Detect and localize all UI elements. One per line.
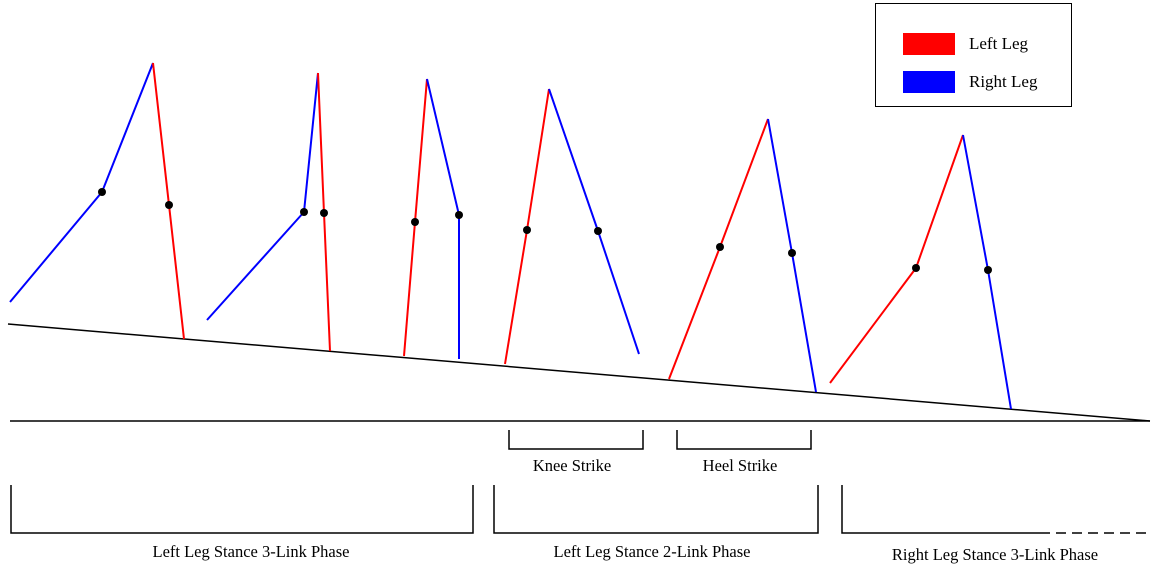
heel-strike-label: Heel Strike [702, 456, 778, 475]
knee-joint [788, 249, 796, 257]
knee-joint [594, 227, 602, 235]
walker-pose-1 [9, 62, 185, 340]
legend: Left Leg Right Leg [875, 3, 1072, 107]
left-leg [403, 78, 428, 357]
walker-pose-2 [206, 72, 331, 352]
right-leg-label: Right Leg [969, 72, 1038, 91]
knee-joint [320, 209, 328, 217]
left-3link-phase-label: Left Leg Stance 3-Link Phase [152, 542, 350, 561]
slope-ground-line [7, 323, 1151, 422]
left-leg [152, 62, 185, 340]
walker-pose-6 [829, 134, 1012, 410]
heel-strike-bracket [676, 430, 812, 450]
walker-pose-3 [403, 78, 463, 359]
knee-strike-label: Knee Strike [532, 456, 612, 475]
knee-joint [984, 266, 992, 274]
left-leg-swatch [903, 33, 955, 55]
right-leg [548, 88, 640, 355]
legend-item-right-leg: Right Leg [903, 70, 1037, 94]
left-3link-phase-bracket [10, 485, 474, 534]
knee-joint [716, 243, 724, 251]
knee-joint [455, 211, 463, 219]
right-3link-phase-label: Right Leg Stance 3-Link Phase [891, 545, 1099, 564]
knee-strike-bracket [508, 430, 644, 450]
left-leg [829, 134, 964, 384]
knee-joint [165, 201, 173, 209]
left-leg-label: Left Leg [969, 34, 1028, 53]
walker-pose-5 [668, 118, 817, 393]
left-2link-phase-bracket [493, 485, 819, 534]
right-leg [206, 72, 319, 321]
knee-joint [98, 188, 106, 196]
left-2link-phase-label: Left Leg Stance 2-Link Phase [553, 542, 751, 561]
right-leg [9, 62, 154, 303]
knee-joint [411, 218, 419, 226]
walker-pose-4 [504, 88, 640, 365]
right-3link-phase-bracket [841, 485, 1040, 534]
right-leg [426, 78, 460, 359]
knee-joint [912, 264, 920, 272]
legend-item-left-leg: Left Leg [903, 32, 1028, 56]
knee-joint [300, 208, 308, 216]
knee-joint [523, 226, 531, 234]
right-leg-swatch [903, 71, 955, 93]
